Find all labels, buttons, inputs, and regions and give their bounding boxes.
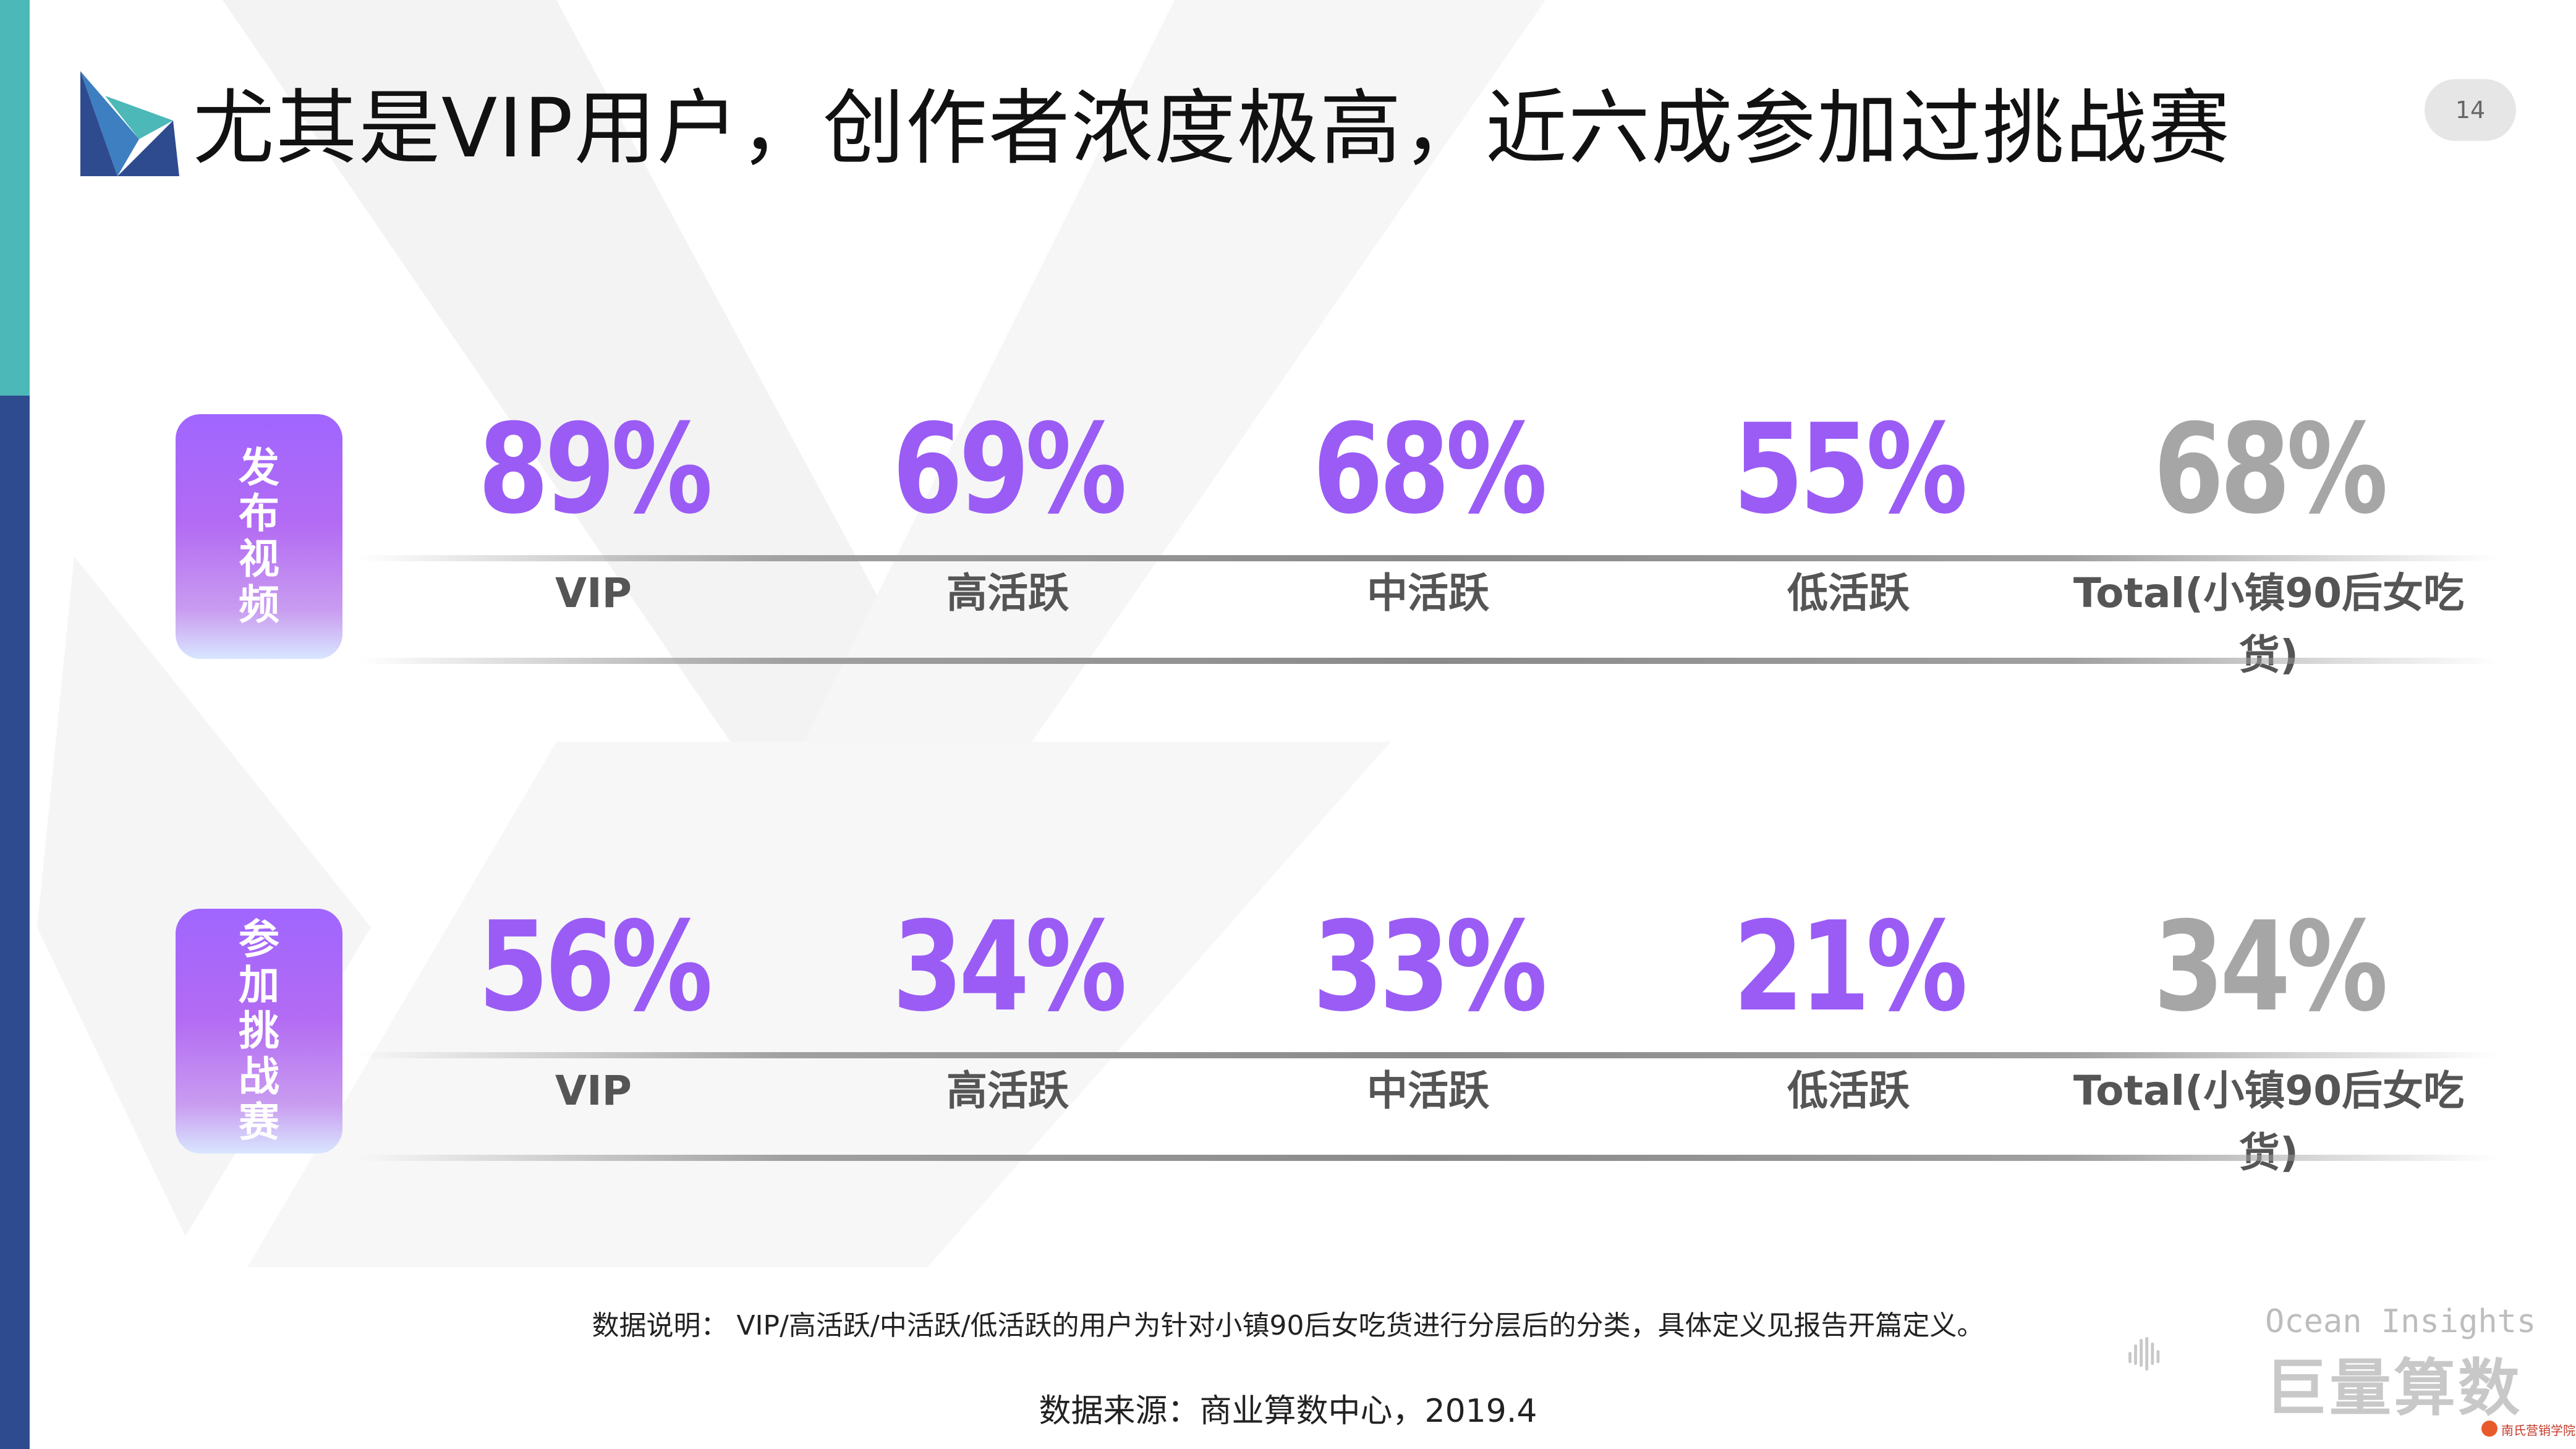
stat-value: 68% bbox=[2153, 397, 2388, 542]
stat-low-active-publish: 55% 低活跃 bbox=[1638, 402, 2059, 624]
stat-total-challenge: 34% Total(小镇90后女吃货) bbox=[2059, 899, 2479, 1184]
stat-value: 34% bbox=[2153, 895, 2388, 1039]
stat-mid-active-challenge: 33% 中活跃 bbox=[1218, 899, 1638, 1122]
row-tag-label: 发布视频 bbox=[239, 444, 279, 629]
report-logo bbox=[80, 71, 179, 176]
stat-label: Total(小镇90后女吃货) bbox=[2073, 1067, 2465, 1176]
side-stripe-navy bbox=[0, 396, 30, 1449]
watermark-text: 南氏营销学院 bbox=[2501, 1423, 2575, 1438]
divider-line bbox=[359, 555, 2497, 561]
stat-label: 高活跃 bbox=[946, 569, 1069, 617]
brand-chinese-name: 巨量算数 bbox=[2265, 1352, 2522, 1424]
stat-value: 21% bbox=[1733, 895, 1968, 1039]
stat-value: 33% bbox=[1312, 895, 1547, 1039]
data-source: 数据来源：商业算数中心，2019.4 bbox=[1039, 1393, 1537, 1430]
data-note: 数据说明： VIP/高活跃/中活跃/低活跃的用户为针对小镇90后女吃货进行分层后… bbox=[592, 1310, 1984, 1341]
watermark-logo-icon bbox=[2481, 1421, 2497, 1437]
stat-label: 高活跃 bbox=[946, 1067, 1069, 1115]
brand-bars-icon bbox=[2128, 1336, 2160, 1371]
stat-value: 69% bbox=[892, 397, 1127, 542]
divider-line bbox=[359, 1155, 2497, 1161]
stat-value: 56% bbox=[478, 895, 713, 1039]
stat-value: 89% bbox=[478, 397, 713, 542]
divider-line bbox=[359, 658, 2497, 664]
stat-label: 中活跃 bbox=[1367, 1067, 1489, 1115]
corner-watermark: 南氏营销学院 bbox=[2480, 1416, 2575, 1443]
stat-vip-challenge: 56% VIP bbox=[383, 899, 804, 1122]
stat-label: VIP bbox=[555, 569, 632, 617]
stat-label: VIP bbox=[555, 1067, 632, 1115]
row-tag-publish-video: 发布视频 bbox=[176, 414, 342, 659]
side-stripe-teal bbox=[0, 0, 30, 396]
stat-high-active-publish: 69% 高活跃 bbox=[797, 402, 1218, 624]
divider-line bbox=[359, 1052, 2497, 1058]
stat-label: Total(小镇90后女吃货) bbox=[2073, 569, 2465, 679]
stat-label: 中活跃 bbox=[1367, 569, 1489, 617]
row-tag-join-challenge: 参加挑战赛 bbox=[176, 909, 342, 1154]
stat-low-active-challenge: 21% 低活跃 bbox=[1638, 899, 2059, 1122]
stat-value: 55% bbox=[1733, 397, 1968, 542]
page-title: 尤其是VIP用户，创作者浓度极高，近六成参加过挑战赛 bbox=[193, 81, 2231, 176]
stat-high-active-challenge: 34% 高活跃 bbox=[797, 899, 1218, 1122]
stat-value: 68% bbox=[1312, 397, 1547, 542]
row-tag-label: 参加挑战赛 bbox=[239, 916, 279, 1146]
stat-label: 低活跃 bbox=[1787, 1067, 1910, 1115]
stat-label: 低活跃 bbox=[1787, 569, 1910, 617]
page-number-badge: 14 bbox=[2425, 79, 2516, 141]
stat-total-publish: 68% Total(小镇90后女吃货) bbox=[2059, 402, 2479, 686]
stat-mid-active-publish: 68% 中活跃 bbox=[1218, 402, 1638, 624]
stat-vip-publish: 89% VIP bbox=[383, 402, 804, 624]
brand-english-name: Ocean Insights bbox=[2265, 1303, 2536, 1340]
stat-value: 34% bbox=[892, 895, 1127, 1039]
